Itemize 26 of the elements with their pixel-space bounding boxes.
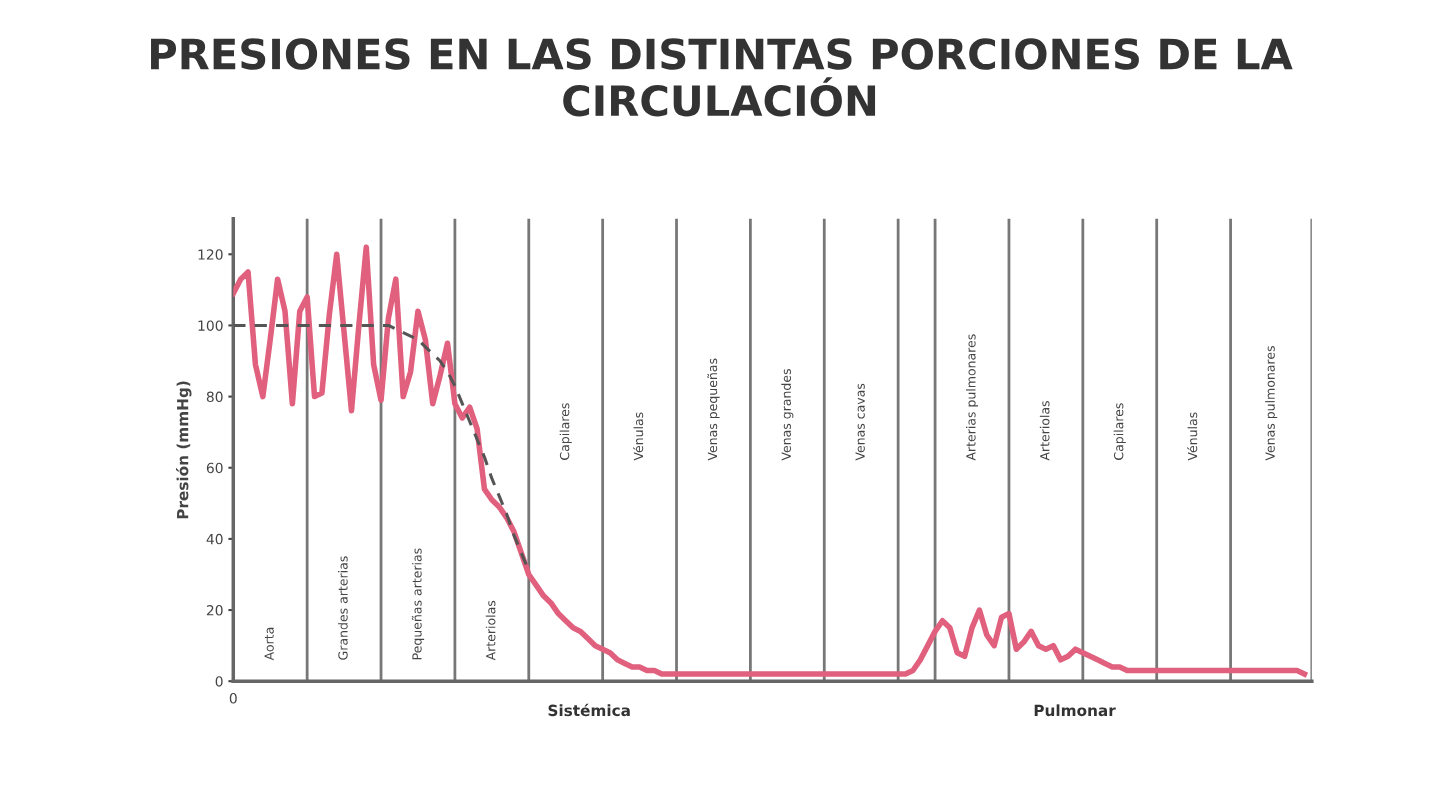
annotation: Arterias pulmonares — [965, 334, 979, 461]
text: 0 — [229, 693, 237, 704]
annotation: Venas pulmonares — [1265, 346, 1278, 461]
annotation: Aorta — [264, 627, 274, 661]
annotation: Venas cavas — [855, 383, 865, 461]
text: Pulmonar — [1034, 704, 1116, 717]
annotation: Venas grandes — [781, 369, 794, 461]
annotation: Arteriolas — [1039, 401, 1050, 461]
y-tick-label: 100 — [198, 320, 223, 331]
y-tick-label: 40 — [206, 533, 223, 545]
annotation: Capilares — [1113, 403, 1126, 460]
y-tick-label: 80 — [206, 391, 223, 403]
text: Sistémica — [548, 703, 630, 717]
y-tick-label: 0 — [215, 676, 223, 687]
y-tick-label: 20 — [206, 605, 223, 616]
annotation: Arteriolas — [485, 600, 496, 661]
y-tick-label: 120 — [198, 249, 223, 260]
annotation: Grandes arterias — [338, 556, 348, 660]
y-tick-label: 60 — [206, 462, 223, 474]
y-axis-title: Presión (mmHg) — [175, 381, 192, 519]
annotation: Vénulas — [633, 412, 644, 461]
annotation: Vénulas — [1187, 412, 1198, 461]
annotation: Capilares — [559, 403, 572, 460]
annotation: Pequeñas arterias — [411, 548, 425, 660]
chart-title: PRESIONES EN LAS DISTINTAS PORCIONES DE LA CIRCULACIÓN — [151, 38, 1293, 117]
annotation: Venas pequeñas — [707, 358, 720, 461]
